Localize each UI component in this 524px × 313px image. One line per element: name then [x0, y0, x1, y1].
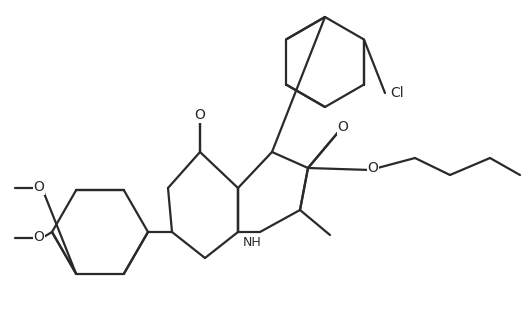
Text: O: O	[34, 180, 45, 194]
Text: Cl: Cl	[390, 86, 404, 100]
Text: O: O	[194, 108, 205, 122]
Text: O: O	[337, 120, 348, 134]
Text: O: O	[34, 230, 45, 244]
Text: O: O	[367, 161, 378, 175]
Text: NH: NH	[243, 235, 261, 249]
